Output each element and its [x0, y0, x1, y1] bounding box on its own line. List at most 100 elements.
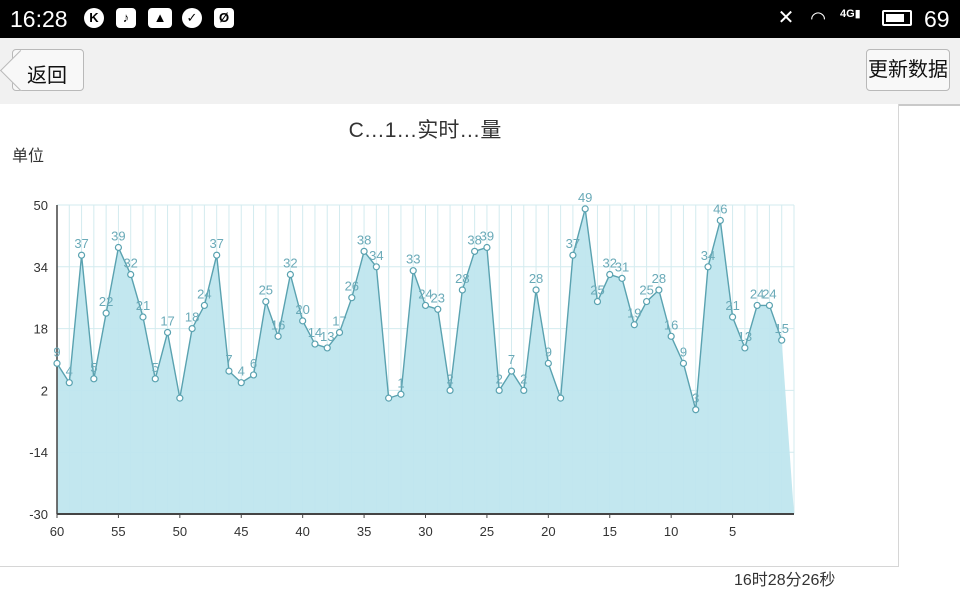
data-point [655, 286, 663, 294]
data-label: 19 [627, 306, 641, 321]
data-point [335, 328, 344, 337]
data-label: 37 [566, 236, 580, 251]
data-label: 24 [762, 286, 776, 301]
data-point [778, 336, 786, 344]
data-label: 24 [197, 286, 211, 301]
data-label: 46 [713, 201, 727, 216]
data-point [360, 247, 368, 255]
data-label: 15 [774, 321, 788, 336]
data-label: 38 [357, 232, 371, 247]
data-label: 2 [496, 371, 503, 386]
data-point [397, 390, 405, 398]
data-label: 2 [520, 371, 527, 386]
data-point [274, 332, 282, 340]
y-tick-label: 18 [34, 322, 48, 337]
data-point [65, 379, 73, 387]
data-point [741, 344, 749, 352]
data-point [458, 286, 466, 294]
refresh-data-button[interactable]: 更新数据 [866, 49, 950, 91]
data-label: 39 [480, 228, 494, 243]
data-label: 5 [90, 360, 97, 375]
y-tick-label: 50 [34, 198, 48, 213]
data-label: 37 [74, 236, 88, 251]
x-tick-label: 5 [729, 524, 736, 539]
data-point [348, 294, 356, 302]
data-point [163, 328, 172, 337]
nav-bar: 返回 更新数据 [0, 38, 960, 106]
data-point [139, 313, 147, 321]
status-time: 16:28 [10, 6, 68, 32]
data-label: 4 [66, 364, 73, 379]
data-label: 17 [332, 313, 346, 328]
data-label: 24 [750, 286, 764, 301]
data-label: 7 [225, 352, 232, 367]
x-tick-label: 45 [234, 524, 248, 539]
data-label: 24 [418, 286, 432, 301]
data-point [765, 301, 774, 310]
data-point [618, 274, 626, 282]
k-icon: K [84, 8, 104, 28]
y-tick-label: -30 [29, 507, 48, 522]
data-point [385, 394, 393, 402]
battery-icon [882, 10, 912, 26]
data-point [753, 301, 761, 310]
data-label: 28 [455, 271, 469, 286]
data-point [409, 267, 417, 275]
data-point [102, 309, 110, 317]
check-icon: ✓ [182, 8, 202, 28]
data-label: 17 [160, 313, 174, 328]
mute-icon: ✕ [777, 7, 795, 29]
bell-icon: ♪ [116, 8, 136, 28]
data-label: 13 [320, 329, 334, 344]
x-tick-label: 40 [295, 524, 309, 539]
data-point [434, 305, 442, 313]
data-label: 21 [136, 298, 150, 313]
back-button-label: 返回 [27, 65, 67, 87]
data-label: 34 [701, 248, 715, 263]
data-label: 13 [738, 329, 752, 344]
data-label: 5 [152, 360, 159, 375]
data-point [704, 263, 712, 271]
data-label: 21 [725, 298, 739, 313]
data-point [557, 394, 565, 402]
data-label: 18 [185, 310, 199, 325]
data-label: 1 [397, 375, 404, 390]
data-label: 7 [508, 352, 515, 367]
data-label: 32 [283, 256, 297, 271]
y-tick-label: 2 [41, 383, 48, 398]
data-label: 9 [680, 344, 687, 359]
x-tick-label: 50 [173, 524, 187, 539]
data-point [249, 371, 258, 379]
chart-title: C…1…实时…量 [348, 119, 502, 142]
data-point [495, 386, 503, 394]
data-point [188, 325, 196, 333]
data-label: 33 [406, 252, 420, 267]
data-point [642, 297, 651, 306]
data-label: 37 [209, 236, 223, 251]
data-label: 9 [545, 344, 552, 359]
data-point [544, 359, 552, 367]
data-label: 34 [369, 248, 383, 263]
data-point [77, 251, 86, 259]
data-label: 32 [123, 256, 137, 271]
data-point [593, 297, 602, 306]
data-label: 2 [446, 371, 453, 386]
data-point [372, 263, 380, 271]
chart-panel: 50 34 18 2 -14 -30 60 55 50 45 40 35 30 25 20 15 10 5 9 4 37… [0, 104, 899, 567]
data-point [507, 367, 516, 375]
data-point [299, 317, 307, 325]
data-point [728, 313, 737, 321]
data-label: 16 [271, 317, 285, 332]
data-label: 32 [603, 256, 617, 271]
data-point [569, 251, 577, 259]
data-point [421, 301, 430, 310]
series-line [56, 208, 783, 410]
data-point [176, 394, 184, 402]
data-point [311, 340, 319, 348]
back-button[interactable]: 返回 [0, 49, 84, 92]
data-label: 9 [53, 344, 60, 359]
data-point [286, 270, 294, 279]
data-label: 22 [99, 294, 113, 309]
data-point [90, 375, 98, 383]
